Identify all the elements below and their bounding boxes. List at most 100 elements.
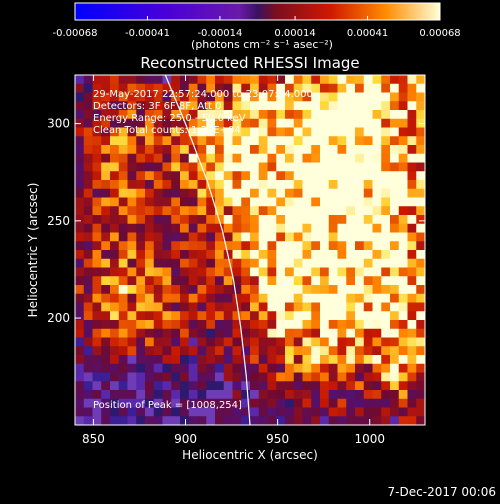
heatmap-cell — [153, 311, 163, 321]
heatmap-cell — [250, 180, 260, 190]
heatmap-cell — [328, 337, 338, 347]
heatmap-cell — [293, 276, 303, 286]
heatmap-cell — [180, 110, 190, 120]
heatmap-cell — [346, 171, 356, 181]
heatmap-cell — [258, 328, 268, 338]
heatmap-cell — [171, 311, 181, 321]
heatmap-cell — [215, 381, 225, 391]
heatmap-cell — [346, 285, 356, 295]
heatmap-cell — [241, 171, 251, 181]
heatmap-cell — [171, 407, 181, 417]
heatmap-cell — [83, 153, 93, 163]
heatmap-cell — [188, 223, 198, 233]
heatmap-cell — [258, 363, 268, 373]
heatmap-cell — [206, 206, 216, 216]
heatmap-cell — [92, 127, 102, 137]
heatmap-cell — [101, 416, 111, 425]
heatmap-cell — [92, 293, 102, 303]
heatmap-cell — [346, 311, 356, 321]
heatmap-cell — [180, 223, 190, 233]
heatmap-cell — [407, 372, 417, 382]
heatmap-cell — [398, 75, 408, 85]
heatmap-cell — [241, 136, 251, 146]
heatmap-cell — [110, 101, 120, 111]
heatmap-cell — [293, 215, 303, 225]
heatmap-cell — [250, 118, 260, 128]
heatmap-cell — [232, 416, 242, 425]
heatmap-cell — [241, 206, 251, 216]
heatmap-cell — [232, 127, 242, 137]
heatmap-cell — [180, 381, 190, 391]
heatmap-cell — [101, 398, 111, 408]
heatmap-cell — [285, 101, 295, 111]
heatmap-cell — [416, 258, 425, 268]
heatmap-cell — [398, 223, 408, 233]
heatmap-cell — [197, 188, 207, 198]
heatmap-cell — [241, 188, 251, 198]
heatmap-cell — [241, 355, 251, 365]
plot-area — [75, 75, 425, 425]
heatmap-cell — [320, 285, 330, 295]
heatmap-cell — [232, 162, 242, 172]
heatmap-cell — [258, 162, 268, 172]
heatmap-cell — [346, 180, 356, 190]
heatmap-cell — [162, 241, 172, 251]
heatmap-cell — [153, 250, 163, 260]
heatmap-cell — [110, 337, 120, 347]
heatmap-cell — [302, 346, 312, 356]
heatmap-cell — [355, 372, 365, 382]
heatmap-cell — [320, 302, 330, 312]
heatmap-cell — [337, 416, 347, 425]
heatmap-cell — [407, 416, 417, 425]
heatmap-cell — [136, 346, 146, 356]
heatmap-cell — [223, 285, 233, 295]
heatmap-cell — [171, 162, 181, 172]
heatmap-cell — [232, 293, 242, 303]
heatmap-cell — [276, 206, 286, 216]
heatmap-cell — [293, 101, 303, 111]
heatmap-cell — [398, 145, 408, 155]
heatmap-cell — [390, 118, 400, 128]
heatmap-cell — [293, 407, 303, 417]
heatmap-cell — [285, 110, 295, 120]
heatmap-cell — [407, 110, 417, 120]
heatmap-cell — [320, 127, 330, 137]
heatmap-cell — [372, 407, 382, 417]
heatmap-cell — [328, 162, 338, 172]
heatmap-cell — [372, 110, 382, 120]
colorbar: -0.00068 -0.00041 -0.00014 0.00014 0.00041 0.… — [53, 2, 461, 51]
heatmap-cell — [232, 223, 242, 233]
heatmap-cell — [110, 241, 120, 251]
heatmap-cell — [337, 293, 347, 303]
heatmap-cell — [346, 197, 356, 207]
heatmap-cell — [346, 302, 356, 312]
heatmap-cell — [381, 92, 391, 102]
heatmap-cell — [250, 416, 260, 425]
heatmap-cell — [320, 101, 330, 111]
heatmap-cell — [180, 101, 190, 111]
colorbar-scale — [74, 2, 441, 21]
heatmap-cell — [416, 285, 425, 295]
heatmap-cell — [83, 232, 93, 242]
heatmap-cell — [258, 180, 268, 190]
heatmap-cell — [355, 232, 365, 242]
heatmap-cell — [250, 346, 260, 356]
heatmap-cell — [197, 250, 207, 260]
heatmap-cell — [320, 215, 330, 225]
heatmap-cell — [372, 136, 382, 146]
heatmap-cell — [346, 276, 356, 286]
heatmap-cell — [407, 75, 417, 85]
heatmap-cell — [232, 311, 242, 321]
heatmap-cell — [83, 416, 93, 425]
heatmap-cell — [276, 346, 286, 356]
heatmap-cell — [390, 328, 400, 338]
heatmap-cell — [223, 215, 233, 225]
heatmap-cell — [346, 267, 356, 277]
heatmap-cell — [110, 206, 120, 216]
heatmap-cell — [363, 276, 373, 286]
heatmap-cell — [171, 101, 181, 111]
heatmap-cell — [407, 320, 417, 330]
heatmap-cell — [285, 311, 295, 321]
heatmap-cell — [101, 258, 111, 268]
heatmap-cell — [153, 188, 163, 198]
